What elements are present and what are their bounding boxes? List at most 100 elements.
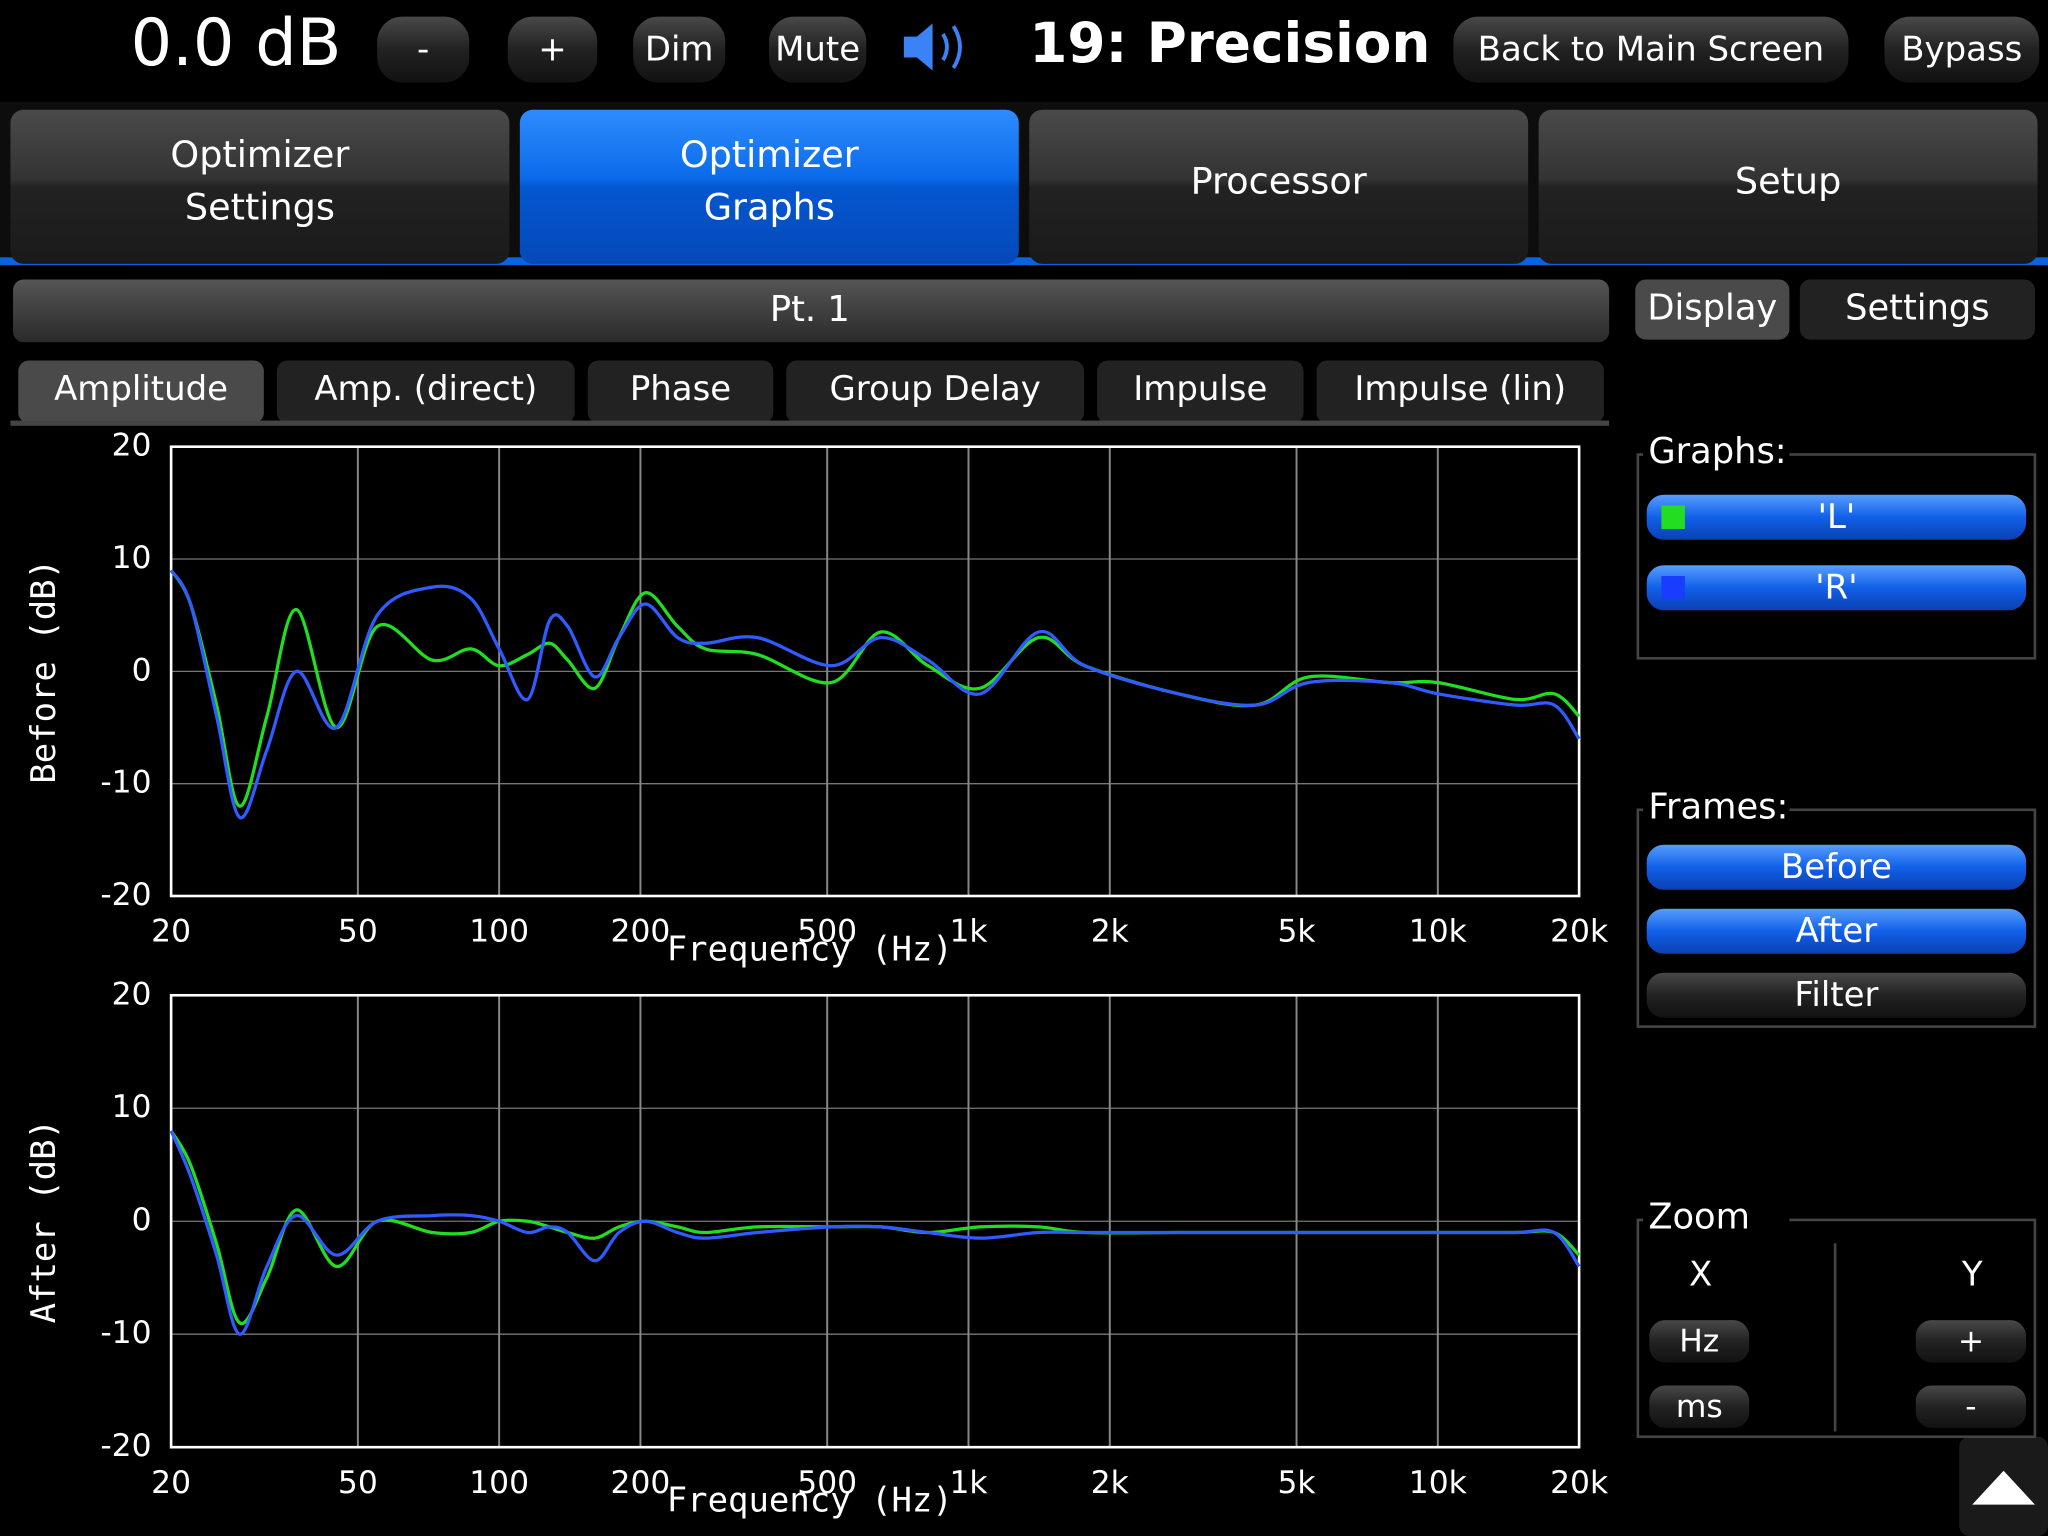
y-tick-label: -10 xyxy=(100,1315,151,1351)
frame-toggle-label: Before xyxy=(1781,847,1892,887)
main-tab-label: Graphs xyxy=(704,185,835,228)
back-button-label: Back to Main Screen xyxy=(1478,29,1825,69)
group-label-bg xyxy=(1643,433,1790,473)
graph-color-swatch xyxy=(1661,505,1685,529)
minus-button-label: - xyxy=(417,29,429,69)
graph-tab-base xyxy=(10,420,1610,426)
mute-button[interactable] xyxy=(767,14,869,85)
y-axis-title: After (dB) xyxy=(24,1119,64,1323)
graph-toggle[interactable] xyxy=(1644,492,2029,542)
x-tick-label: 200 xyxy=(611,914,671,950)
main-tab[interactable] xyxy=(519,109,1019,264)
y-tick-label: 10 xyxy=(112,540,152,576)
x-tick-label: 5k xyxy=(1277,1465,1316,1501)
group-box xyxy=(1636,453,2037,660)
side-tab[interactable] xyxy=(1799,279,2035,340)
y-axis-title: Before (dB) xyxy=(24,559,64,784)
zoom-x-button-label: Hz xyxy=(1679,1324,1719,1360)
graph-tab-label: Impulse (lin) xyxy=(1354,369,1566,409)
graph-tab[interactable] xyxy=(276,360,575,424)
group-label-bg xyxy=(1643,1199,1790,1239)
minus-button[interactable] xyxy=(375,14,472,85)
graph-toggle-label: 'L' xyxy=(1818,497,1856,537)
zoom-x-button[interactable] xyxy=(1647,1318,1752,1365)
graph-tab-label: Phase xyxy=(630,369,731,409)
graph-tab[interactable] xyxy=(1097,360,1304,424)
x-tick-label: 20 xyxy=(151,1465,191,1501)
x-tick-label: 100 xyxy=(469,1465,529,1501)
graph-tab[interactable] xyxy=(587,360,774,424)
speaker-icon[interactable] xyxy=(903,23,962,71)
graph-color-swatch xyxy=(1661,576,1685,600)
frame-toggle[interactable] xyxy=(1644,906,2029,956)
x-tick-label: 5k xyxy=(1277,914,1316,950)
dim-button-label: Dim xyxy=(645,29,714,69)
side-tab-label: Settings xyxy=(1845,288,1990,329)
x-tick-label: 2k xyxy=(1091,1465,1130,1501)
plot-border xyxy=(169,993,1581,1449)
zoom-y-button-label: + xyxy=(1958,1324,1984,1360)
y-tick-label: 0 xyxy=(132,1202,152,1238)
main-tab-label: Settings xyxy=(185,185,335,228)
back-button[interactable] xyxy=(1451,14,1851,85)
volume-readout: 0.0 dB xyxy=(131,5,342,81)
x-tick-label: 20 xyxy=(151,914,191,950)
group-label-bg xyxy=(1643,788,1790,829)
graph-tab[interactable] xyxy=(18,360,264,424)
graph-tab-label: Group Delay xyxy=(829,369,1040,409)
x-tick-label: 500 xyxy=(797,914,857,950)
main-tab[interactable] xyxy=(1538,109,2038,264)
x-axis-title: Frequency (Hz) xyxy=(667,929,953,969)
zoom-x-button[interactable] xyxy=(1647,1383,1752,1430)
graph-toggle-label: 'R' xyxy=(1815,568,1857,608)
group-box xyxy=(1636,808,2037,1028)
group-label: Frames: xyxy=(1648,786,1788,827)
main-tab-label: Processor xyxy=(1191,159,1368,202)
frame-toggle[interactable] xyxy=(1644,970,2029,1020)
zoom-x-label: X xyxy=(1689,1255,1712,1295)
x-tick-label: 20k xyxy=(1550,914,1609,950)
series-line xyxy=(169,569,1581,820)
main-tab[interactable] xyxy=(10,109,510,264)
plus-button-label: + xyxy=(538,29,566,69)
x-tick-label: 200 xyxy=(611,1465,671,1501)
point-bar xyxy=(13,279,1610,343)
group-label: Zoom xyxy=(1648,1197,1750,1238)
x-tick-label: 2k xyxy=(1091,914,1130,950)
tab-underline xyxy=(0,257,2048,266)
side-tab[interactable] xyxy=(1635,279,1790,340)
y-tick-label: -10 xyxy=(100,765,151,801)
zoom-y-button[interactable] xyxy=(1913,1383,2029,1430)
x-tick-label: 1k xyxy=(949,914,988,950)
mute-button-label: Mute xyxy=(775,29,860,69)
x-tick-label: 1k xyxy=(949,1465,988,1501)
dim-button[interactable] xyxy=(631,14,728,85)
main-tab-label: Setup xyxy=(1735,159,1841,202)
x-tick-label: 500 xyxy=(797,1465,857,1501)
graph-toggle[interactable] xyxy=(1644,563,2029,613)
graph-tab-label: Amp. (direct) xyxy=(314,369,537,409)
series-line xyxy=(169,1130,1581,1336)
y-tick-label: -20 xyxy=(100,877,151,913)
graph-tab[interactable] xyxy=(1316,360,1604,424)
frame-toggle[interactable] xyxy=(1644,842,2029,892)
x-tick-label: 50 xyxy=(338,914,378,950)
main-tab-label: Optimizer xyxy=(170,133,350,176)
main-tab[interactable] xyxy=(1029,109,1529,264)
x-tick-label: 10k xyxy=(1409,1465,1468,1501)
plus-button[interactable] xyxy=(505,14,600,85)
bypass-button-label: Bypass xyxy=(1901,29,2022,69)
graph-tab[interactable] xyxy=(786,360,1085,424)
x-tick-label: 10k xyxy=(1409,914,1468,950)
y-tick-label: 0 xyxy=(132,652,152,688)
plot-border xyxy=(169,445,1581,898)
group-box xyxy=(1636,1218,2037,1439)
zoom-y-button[interactable] xyxy=(1913,1318,2029,1365)
zoom-y-button-label: - xyxy=(1965,1389,1976,1425)
bypass-button[interactable] xyxy=(1882,14,2042,85)
zoom-y-label: Y xyxy=(1961,1255,1983,1295)
y-tick-label: -20 xyxy=(100,1428,151,1464)
frame-toggle-label: After xyxy=(1796,911,1878,951)
main-tab-label: Optimizer xyxy=(680,133,860,176)
